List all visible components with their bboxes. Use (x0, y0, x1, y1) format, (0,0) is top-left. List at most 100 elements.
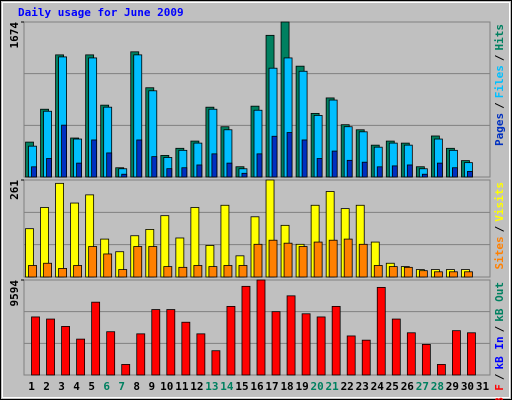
bar (406, 164, 413, 178)
bar (196, 333, 206, 376)
bar (313, 241, 323, 278)
bar (301, 313, 311, 376)
bar (181, 167, 188, 178)
bar (121, 173, 128, 178)
bar (241, 285, 251, 376)
bar (376, 166, 383, 178)
bar (133, 246, 143, 278)
bar (256, 153, 263, 178)
bar (46, 318, 55, 376)
bar (452, 167, 458, 178)
bar (271, 311, 281, 376)
x-tick-label: 21 (326, 380, 340, 393)
bar (136, 139, 143, 178)
bar (91, 139, 98, 178)
x-tick-label: 12 (190, 380, 203, 393)
legend-entry: Visits (493, 182, 506, 222)
bar (151, 156, 158, 178)
bar (211, 350, 221, 376)
bar (226, 162, 233, 178)
x-tick-label: 14 (220, 380, 234, 393)
x-tick-label: 19 (295, 380, 308, 393)
bar (343, 238, 353, 278)
bar (163, 266, 173, 278)
bar (331, 305, 341, 376)
bar (193, 265, 203, 278)
bar (361, 161, 368, 178)
bar (238, 265, 248, 278)
legend-entry: Files (493, 65, 506, 98)
x-tick-label: 24 (371, 380, 385, 393)
x-tick-label: 27 (416, 380, 429, 393)
bar (391, 318, 401, 376)
legend-separator: / (493, 373, 506, 380)
x-tick-label: 25 (386, 380, 399, 393)
bar (271, 135, 278, 178)
bar (46, 158, 52, 178)
x-tick-label: 3 (58, 380, 65, 393)
x-tick-label: 29 (446, 380, 459, 393)
bar (256, 279, 266, 376)
legend-separator: / (493, 102, 506, 109)
legend-entry: kB In (493, 336, 506, 369)
bar (76, 338, 86, 376)
bar (433, 271, 443, 278)
bar (316, 158, 323, 178)
bar (223, 265, 233, 278)
x-tick-label: 13 (205, 380, 218, 393)
x-tick-label: 26 (401, 380, 415, 393)
bar (61, 326, 70, 376)
bar (118, 269, 128, 278)
x-tick-label: 4 (73, 380, 80, 393)
x-tick-label: 30 (461, 380, 474, 393)
bar (73, 265, 83, 278)
legend-entry: kB Out (493, 282, 506, 322)
bar (436, 364, 446, 376)
bar (208, 266, 218, 278)
bar (166, 309, 176, 376)
bar (283, 242, 293, 278)
bar (467, 171, 473, 178)
legend-entry: Pages (493, 113, 506, 146)
bar (406, 332, 416, 376)
bar (28, 265, 37, 278)
bar (301, 139, 308, 178)
bar (403, 266, 413, 278)
bar (76, 162, 83, 178)
bar (418, 270, 428, 278)
x-tick-label: 17 (265, 380, 278, 393)
x-tick-label: 7 (118, 380, 125, 393)
legend-separator: / (493, 54, 506, 61)
x-tick-label: 2 (43, 380, 50, 393)
bar (31, 166, 37, 178)
x-tick-label: 31 (476, 380, 490, 393)
y-tick-label: 9594 (8, 280, 21, 307)
x-tick-label: 20 (311, 380, 324, 393)
bar (286, 295, 296, 376)
bar (346, 159, 353, 178)
bar (106, 331, 116, 376)
bar (151, 309, 161, 376)
bar (148, 246, 158, 278)
bar (58, 268, 67, 278)
bar (346, 335, 356, 376)
bar (136, 333, 146, 376)
bar (106, 152, 113, 178)
bar (31, 316, 40, 376)
bar (467, 332, 476, 376)
bar (361, 339, 371, 376)
bar (286, 132, 293, 178)
bar (328, 239, 338, 278)
bar (316, 316, 326, 376)
bar (241, 172, 248, 178)
legend-entry: Hits (493, 24, 506, 51)
x-tick-label: 22 (341, 380, 354, 393)
x-tick-label: 10 (160, 380, 173, 393)
bar (421, 343, 431, 376)
bar (196, 164, 203, 178)
x-tick-label: 15 (235, 380, 248, 393)
y-tick-label: 261 (8, 180, 21, 200)
bar (55, 182, 64, 278)
bar (178, 266, 188, 278)
bar (391, 165, 398, 178)
